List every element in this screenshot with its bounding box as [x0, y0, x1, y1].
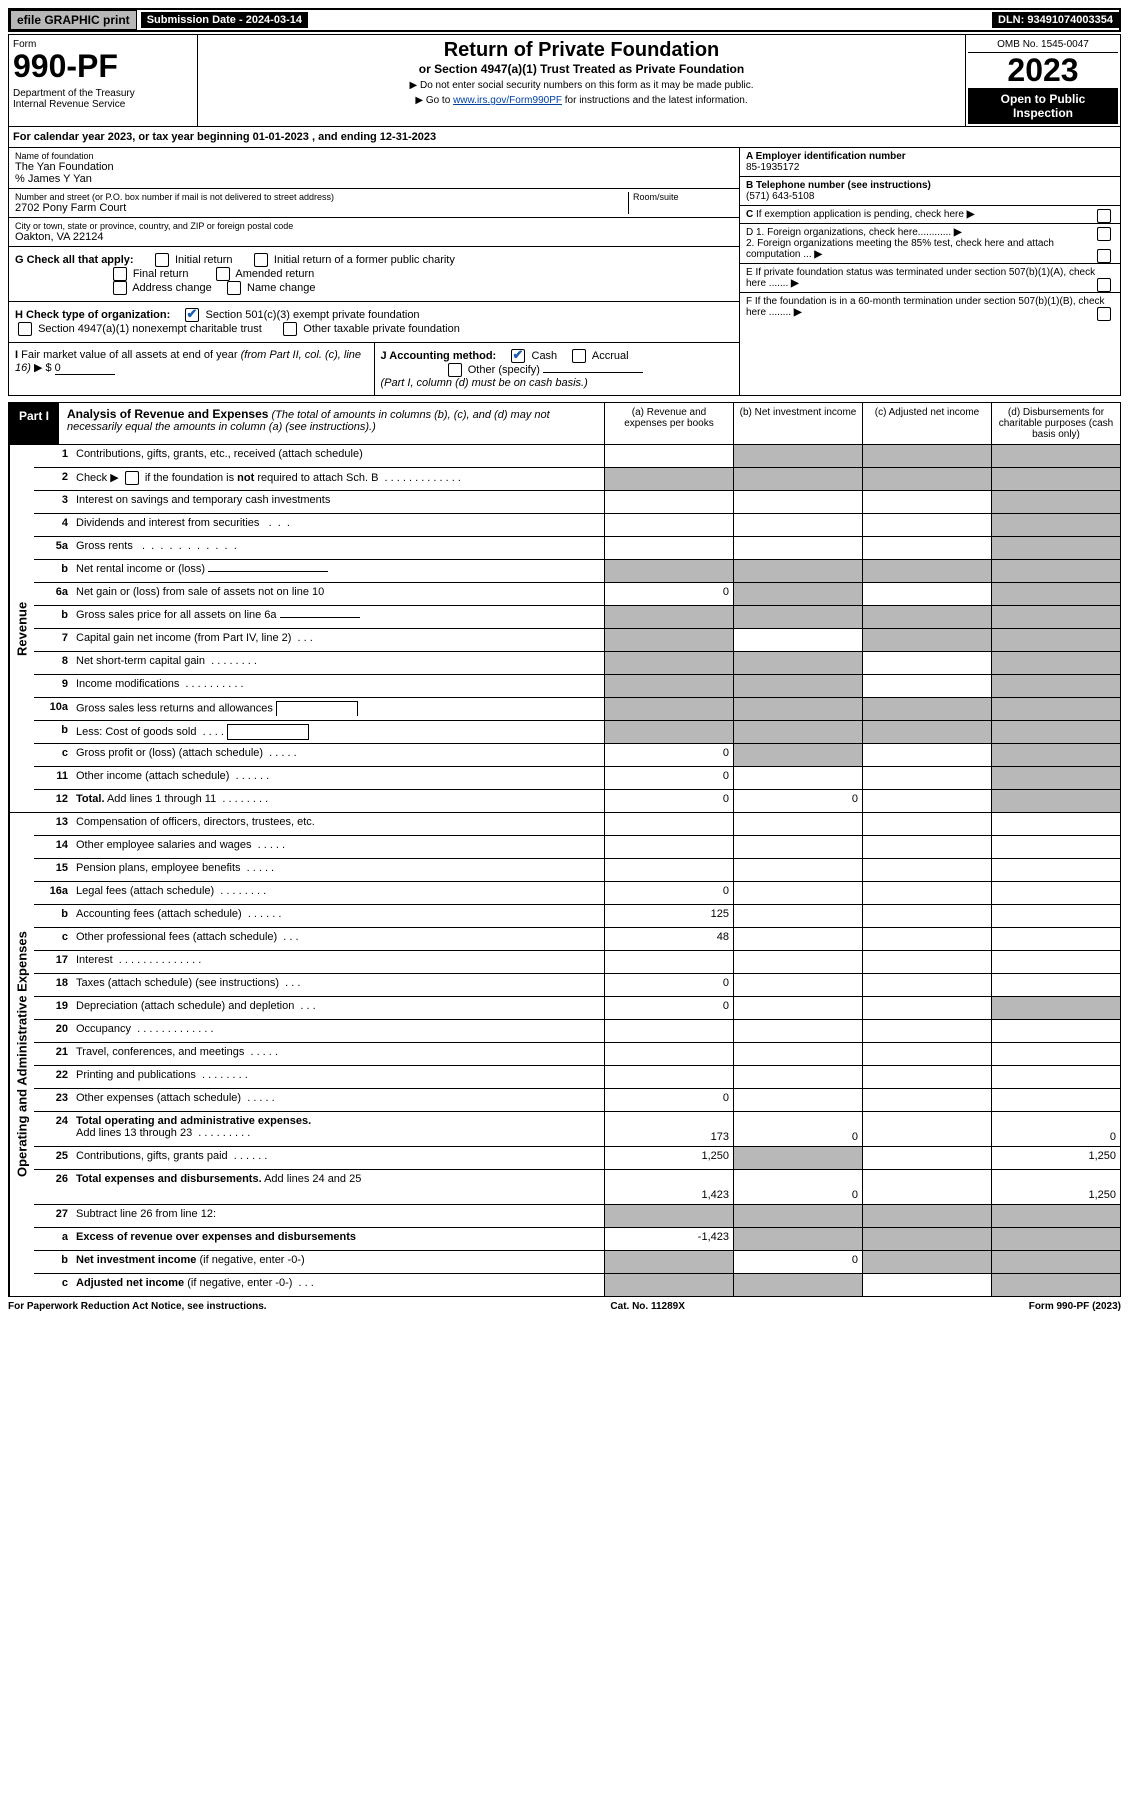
e-checkbox[interactable] — [1097, 278, 1111, 292]
part1-label: Part I — [9, 403, 59, 444]
expenses-side-label: Operating and Administrative Expenses — [9, 813, 34, 1296]
ein-value: 85-1935172 — [746, 162, 799, 173]
form-header: Form 990-PF Department of the TreasuryIn… — [8, 34, 1121, 127]
c-checkbox[interactable] — [1097, 209, 1111, 223]
submission-date: Submission Date - 2024-03-14 — [141, 12, 308, 28]
ein-label: A Employer identification number — [746, 151, 906, 162]
city-label: City or town, state or province, country… — [15, 221, 733, 231]
efile-print-button[interactable]: efile GRAPHIC print — [10, 10, 137, 30]
other-taxable-checkbox[interactable] — [283, 322, 297, 336]
phone-label: B Telephone number (see instructions) — [746, 180, 931, 191]
fmv-value: 0 — [55, 362, 115, 375]
top-bar: efile GRAPHIC print Submission Date - 20… — [8, 8, 1121, 32]
revenue-table: Revenue 1Contributions, gifts, grants, e… — [8, 445, 1121, 813]
instruction-1: ▶ Do not enter social security numbers o… — [202, 80, 961, 91]
section-j: J Accounting method: Cash Accrual Other … — [375, 343, 740, 395]
col-b-header: (b) Net investment income — [733, 403, 862, 444]
form-subtitle: or Section 4947(a)(1) Trust Treated as P… — [202, 62, 961, 76]
501c3-checkbox[interactable] — [185, 308, 199, 322]
other-method-checkbox[interactable] — [448, 363, 462, 377]
col-a-header: (a) Revenue and expenses per books — [604, 403, 733, 444]
name-change-checkbox[interactable] — [227, 281, 241, 295]
dln-label: DLN: 93491074003354 — [992, 12, 1119, 28]
final-return-checkbox[interactable] — [113, 267, 127, 281]
amended-return-checkbox[interactable] — [216, 267, 230, 281]
name-label: Name of foundation — [15, 151, 733, 161]
tax-year: 2023 — [968, 53, 1118, 88]
initial-return-checkbox[interactable] — [155, 253, 169, 267]
part1-header: Part I Analysis of Revenue and Expenses … — [8, 402, 1121, 445]
care-of: % James Y Yan — [15, 173, 733, 185]
section-i: I Fair market value of all assets at end… — [9, 343, 375, 395]
expenses-table: Operating and Administrative Expenses 13… — [8, 813, 1121, 1297]
initial-former-checkbox[interactable] — [254, 253, 268, 267]
page-footer: For Paperwork Reduction Act Notice, see … — [8, 1297, 1121, 1316]
instruction-2: ▶ Go to www.irs.gov/Form990PF for instru… — [202, 95, 961, 106]
part1-title: Analysis of Revenue and Expenses (The to… — [59, 403, 604, 444]
address-change-checkbox[interactable] — [113, 281, 127, 295]
schb-checkbox[interactable] — [125, 471, 139, 485]
form-title: Return of Private Foundation — [202, 39, 961, 62]
d2-checkbox[interactable] — [1097, 249, 1111, 263]
cash-checkbox[interactable] — [511, 349, 525, 363]
col-c-header: (c) Adjusted net income — [862, 403, 991, 444]
col-d-header: (d) Disbursements for charitable purpose… — [991, 403, 1120, 444]
omb-number: OMB No. 1545-0047 — [968, 37, 1118, 53]
4947a1-checkbox[interactable] — [18, 322, 32, 336]
open-public-label: Open to PublicInspection — [968, 88, 1118, 124]
city-value: Oakton, VA 22124 — [15, 231, 733, 243]
check-h-section: H Check type of organization: Section 50… — [9, 301, 739, 342]
room-label: Room/suite — [633, 192, 733, 202]
d1-checkbox[interactable] — [1097, 227, 1111, 241]
street-address: 2702 Pony Farm Court — [15, 202, 628, 214]
paperwork-notice: For Paperwork Reduction Act Notice, see … — [8, 1301, 267, 1312]
foundation-name: The Yan Foundation — [15, 161, 733, 173]
catalog-number: Cat. No. 11289X — [610, 1301, 684, 1312]
address-label: Number and street (or P.O. box number if… — [15, 192, 628, 202]
calendar-year-row: For calendar year 2023, or tax year begi… — [8, 127, 1121, 148]
d2-label: 2. Foreign organizations meeting the 85%… — [746, 238, 1054, 260]
info-section: Name of foundation The Yan Foundation % … — [8, 148, 1121, 396]
accrual-checkbox[interactable] — [572, 349, 586, 363]
form-number: 990-PF — [13, 50, 193, 82]
phone-value: (571) 643-5108 — [746, 191, 814, 202]
f-checkbox[interactable] — [1097, 307, 1111, 321]
c-label: If exemption application is pending, che… — [756, 209, 964, 220]
revenue-side-label: Revenue — [9, 445, 34, 812]
d1-label: D 1. Foreign organizations, check here..… — [746, 227, 951, 238]
irs-link[interactable]: www.irs.gov/Form990PF — [453, 95, 562, 106]
check-g-section: G Check all that apply: Initial return I… — [9, 247, 739, 301]
form-ref: Form 990-PF (2023) — [1029, 1301, 1121, 1312]
department-label: Department of the TreasuryInternal Reven… — [13, 88, 193, 110]
